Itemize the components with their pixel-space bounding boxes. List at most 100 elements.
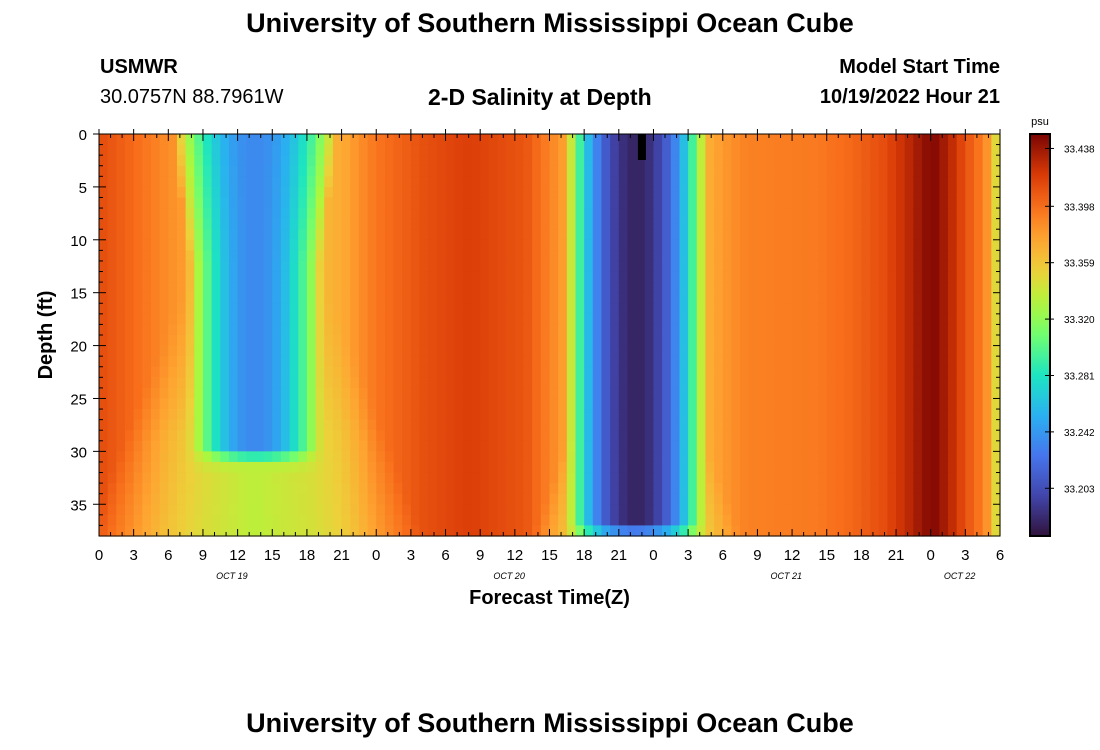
heatmap-cell [636, 483, 646, 495]
heatmap-cell [150, 260, 161, 273]
heatmap-cell [367, 493, 377, 505]
heatmap-cell [436, 313, 447, 326]
heatmap-cell [384, 229, 395, 241]
heatmap-cell [818, 472, 828, 484]
heatmap-cell [471, 493, 481, 505]
heatmap-cell [99, 176, 109, 188]
heatmap-cell [740, 165, 750, 177]
heatmap-cell [176, 419, 187, 431]
heatmap-cell [133, 324, 143, 336]
heatmap-cell [731, 377, 741, 389]
heatmap-cell [116, 324, 126, 336]
heatmap-cell [367, 514, 377, 527]
heatmap-cell [540, 461, 551, 474]
heatmap-cell [462, 292, 473, 304]
heatmap-cell [471, 504, 481, 516]
heatmap-cell [480, 324, 490, 336]
heatmap-cell [506, 260, 516, 273]
heatmap-cell [532, 271, 542, 283]
heatmap-cell [835, 430, 845, 442]
heatmap-cell [350, 387, 360, 400]
heatmap-cell [826, 483, 836, 495]
heatmap-cell [514, 451, 525, 463]
heatmap-cell [939, 324, 949, 336]
heatmap-cell [584, 134, 594, 146]
heatmap-cell [436, 155, 447, 167]
heatmap-cell [523, 398, 533, 410]
heatmap-cell [116, 165, 126, 177]
x-tick-label: 3 [684, 547, 692, 564]
heatmap-cell [376, 208, 386, 220]
heatmap-cell [748, 271, 759, 283]
heatmap-cell [116, 377, 126, 389]
heatmap-cell [774, 218, 785, 230]
heatmap-cell [826, 419, 836, 431]
heatmap-cell [445, 144, 455, 156]
heatmap-cell [818, 409, 828, 421]
heatmap-cell [497, 303, 507, 315]
heatmap-cell [800, 324, 810, 336]
heatmap-cell [636, 440, 646, 452]
heatmap-cell [211, 525, 221, 537]
heatmap-cell [246, 419, 256, 431]
heatmap-cell [159, 430, 169, 442]
heatmap-cell [497, 197, 507, 209]
heatmap-cell [896, 461, 906, 474]
heatmap-cell [982, 229, 992, 241]
heatmap-cell [419, 430, 429, 442]
heatmap-cell [575, 186, 585, 199]
heatmap-cell [870, 387, 880, 400]
heatmap-cell [176, 483, 187, 495]
heatmap-cell [419, 398, 429, 410]
heatmap-cell [376, 483, 386, 495]
heatmap-cell [688, 186, 698, 199]
heatmap-cell [896, 303, 906, 315]
heatmap-cell [731, 461, 741, 474]
heatmap-cell [272, 419, 282, 431]
heatmap-cell [488, 229, 499, 241]
heatmap-cell [402, 186, 412, 199]
heatmap-cell [939, 250, 949, 262]
heatmap-cell [133, 451, 143, 463]
heatmap-cell [462, 155, 473, 167]
heatmap-cell [124, 239, 135, 251]
heatmap-cell [558, 250, 568, 262]
heatmap-cell [306, 292, 317, 304]
heatmap-cell [584, 493, 594, 505]
heatmap-cell [653, 398, 663, 410]
heatmap-cell [965, 186, 975, 199]
heatmap-cell [272, 356, 282, 368]
heatmap-cell [514, 483, 525, 495]
heatmap-cell [332, 419, 343, 431]
heatmap-cell [696, 144, 707, 156]
heatmap-cell [306, 409, 317, 421]
heatmap-cell [740, 134, 750, 146]
heatmap-cell [913, 440, 923, 452]
heatmap-cell [384, 504, 395, 516]
heatmap-cell [237, 218, 247, 230]
heatmap-cell [740, 451, 750, 463]
heatmap-cell [748, 419, 759, 431]
heatmap-cell [202, 440, 213, 452]
heatmap-cell [211, 514, 221, 527]
heatmap-cell [523, 525, 533, 537]
heatmap-cell [246, 504, 256, 516]
heatmap-cell [610, 134, 620, 146]
heatmap-cell [956, 451, 966, 463]
heatmap-cell [376, 165, 386, 177]
heatmap-cell [428, 504, 438, 516]
heatmap-cell [306, 366, 317, 378]
heatmap-cell [350, 345, 360, 357]
heatmap-cell [272, 440, 282, 452]
heatmap-cell [159, 155, 169, 167]
heatmap-cell [272, 472, 282, 484]
heatmap-cell [497, 419, 507, 431]
heatmap-cell [956, 366, 966, 378]
heatmap-cell [428, 218, 438, 230]
heatmap-cell [818, 335, 828, 347]
heatmap-cell [341, 260, 351, 273]
heatmap-cell [904, 197, 914, 209]
heatmap-cell [584, 260, 594, 273]
heatmap-cell [584, 356, 594, 368]
heatmap-cell [644, 525, 655, 537]
